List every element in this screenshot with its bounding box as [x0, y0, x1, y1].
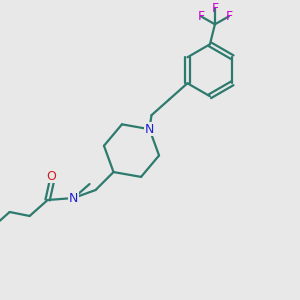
Text: N: N	[69, 191, 78, 205]
Text: F: F	[225, 10, 233, 23]
Text: O: O	[47, 169, 56, 182]
Text: N: N	[145, 123, 154, 136]
Text: F: F	[197, 10, 205, 23]
Text: F: F	[212, 2, 218, 15]
